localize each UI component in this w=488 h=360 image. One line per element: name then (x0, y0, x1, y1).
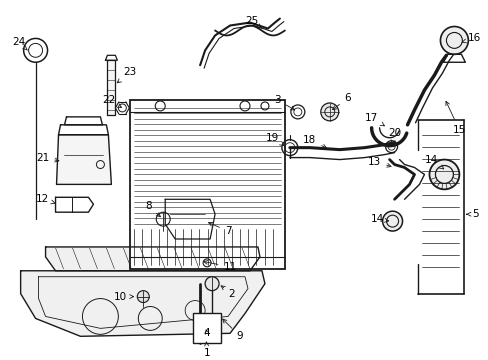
Text: 3: 3 (274, 95, 294, 110)
Text: 6: 6 (332, 93, 350, 110)
Polygon shape (107, 60, 115, 115)
Text: 17: 17 (364, 113, 384, 126)
Circle shape (440, 27, 468, 54)
Text: 15: 15 (445, 102, 465, 135)
Text: 5: 5 (466, 209, 478, 219)
Text: 14: 14 (424, 154, 443, 169)
Text: 20: 20 (387, 128, 400, 144)
Text: 2: 2 (221, 286, 235, 298)
Text: 25: 25 (245, 15, 261, 28)
Polygon shape (45, 247, 260, 271)
Text: 7: 7 (208, 222, 231, 236)
Polygon shape (20, 271, 264, 336)
Text: 23: 23 (117, 67, 137, 83)
Bar (193, 314, 221, 343)
Text: 13: 13 (367, 157, 390, 167)
Polygon shape (57, 135, 111, 184)
Bar (130, 100, 285, 269)
Text: 16: 16 (461, 33, 480, 44)
Text: 9: 9 (222, 319, 243, 341)
Circle shape (204, 277, 219, 291)
Text: 12: 12 (36, 194, 55, 204)
Text: 10: 10 (114, 292, 133, 302)
Circle shape (137, 291, 149, 302)
Circle shape (320, 103, 338, 121)
Text: 22: 22 (102, 95, 122, 108)
Text: 19: 19 (266, 133, 284, 146)
Text: 21: 21 (36, 153, 59, 163)
Circle shape (382, 211, 402, 231)
Text: 24: 24 (12, 37, 27, 50)
Circle shape (428, 159, 458, 189)
Text: 11: 11 (203, 260, 236, 272)
Text: 8: 8 (144, 201, 160, 217)
Text: 1: 1 (203, 342, 210, 358)
Polygon shape (165, 199, 215, 239)
Text: 14: 14 (370, 214, 388, 224)
Text: 4: 4 (203, 328, 210, 338)
Text: 18: 18 (303, 135, 326, 148)
